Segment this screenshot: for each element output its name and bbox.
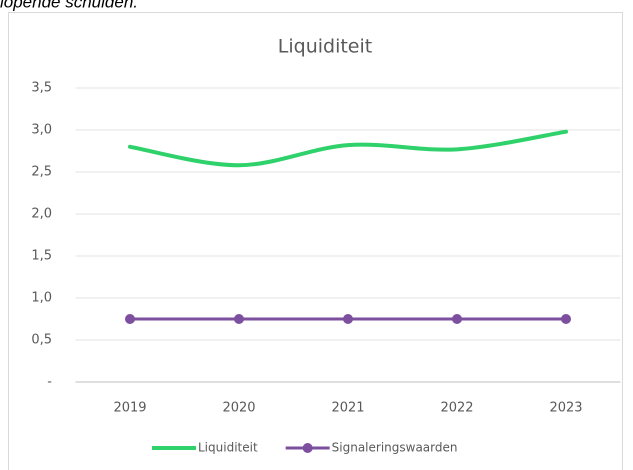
y-tick-label: 2,5 [31, 165, 52, 180]
page-text: lopende schulden. [0, 0, 138, 11]
x-tick-label: 2021 [331, 401, 364, 416]
series-line [128, 129, 568, 168]
y-tick-label: 1,0 [31, 291, 52, 306]
y-tick-label: 2,0 [31, 207, 52, 222]
y-tick-label: - [47, 375, 52, 390]
y-tick-label: 0,5 [31, 333, 52, 348]
x-tick-label: 2019 [113, 401, 146, 416]
y-tick-label: 3,5 [31, 81, 52, 96]
y-tick-label: 1,5 [31, 249, 52, 264]
marker [343, 314, 353, 324]
x-tick-label: 2020 [222, 401, 255, 416]
chart-title: Liquiditeit [278, 36, 372, 58]
marker [125, 314, 135, 324]
x-tick-label: 2022 [440, 401, 473, 416]
y-tick-label: 3,0 [31, 123, 52, 138]
legend-label: Liquiditeit [198, 441, 258, 455]
legend-marker [302, 443, 313, 453]
marker [452, 314, 462, 324]
x-tick-label: 2023 [549, 401, 582, 416]
marker [234, 314, 244, 324]
chart-frame [8, 12, 623, 470]
marker [561, 314, 571, 324]
legend-label: Signaleringswaarden [332, 441, 458, 455]
